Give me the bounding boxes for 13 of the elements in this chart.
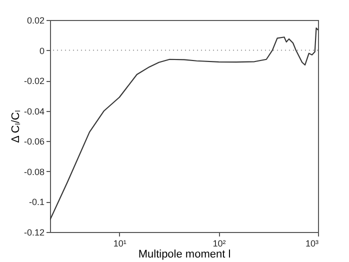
y-tick-label: 0 <box>39 46 44 56</box>
y-axis-title: Δ Cₗ/Cₗ <box>10 110 22 143</box>
x-tick-label: 10³ <box>305 238 318 248</box>
y-tick-label: -0.08 <box>24 166 44 177</box>
y-tick-label: -0.12 <box>24 228 44 238</box>
y-tick-label: -0.02 <box>24 76 44 86</box>
y-tick-label: 0.02 <box>26 16 44 26</box>
y-tick-label: -0.06 <box>24 136 44 147</box>
y-tick-label: -0.1 <box>28 197 44 208</box>
x-tick-label: 10² <box>212 238 226 248</box>
x-axis-title: Multipole moment l <box>138 248 231 260</box>
y-tick-label: -0.04 <box>24 106 44 116</box>
x-tick-label: 10¹ <box>113 238 126 248</box>
